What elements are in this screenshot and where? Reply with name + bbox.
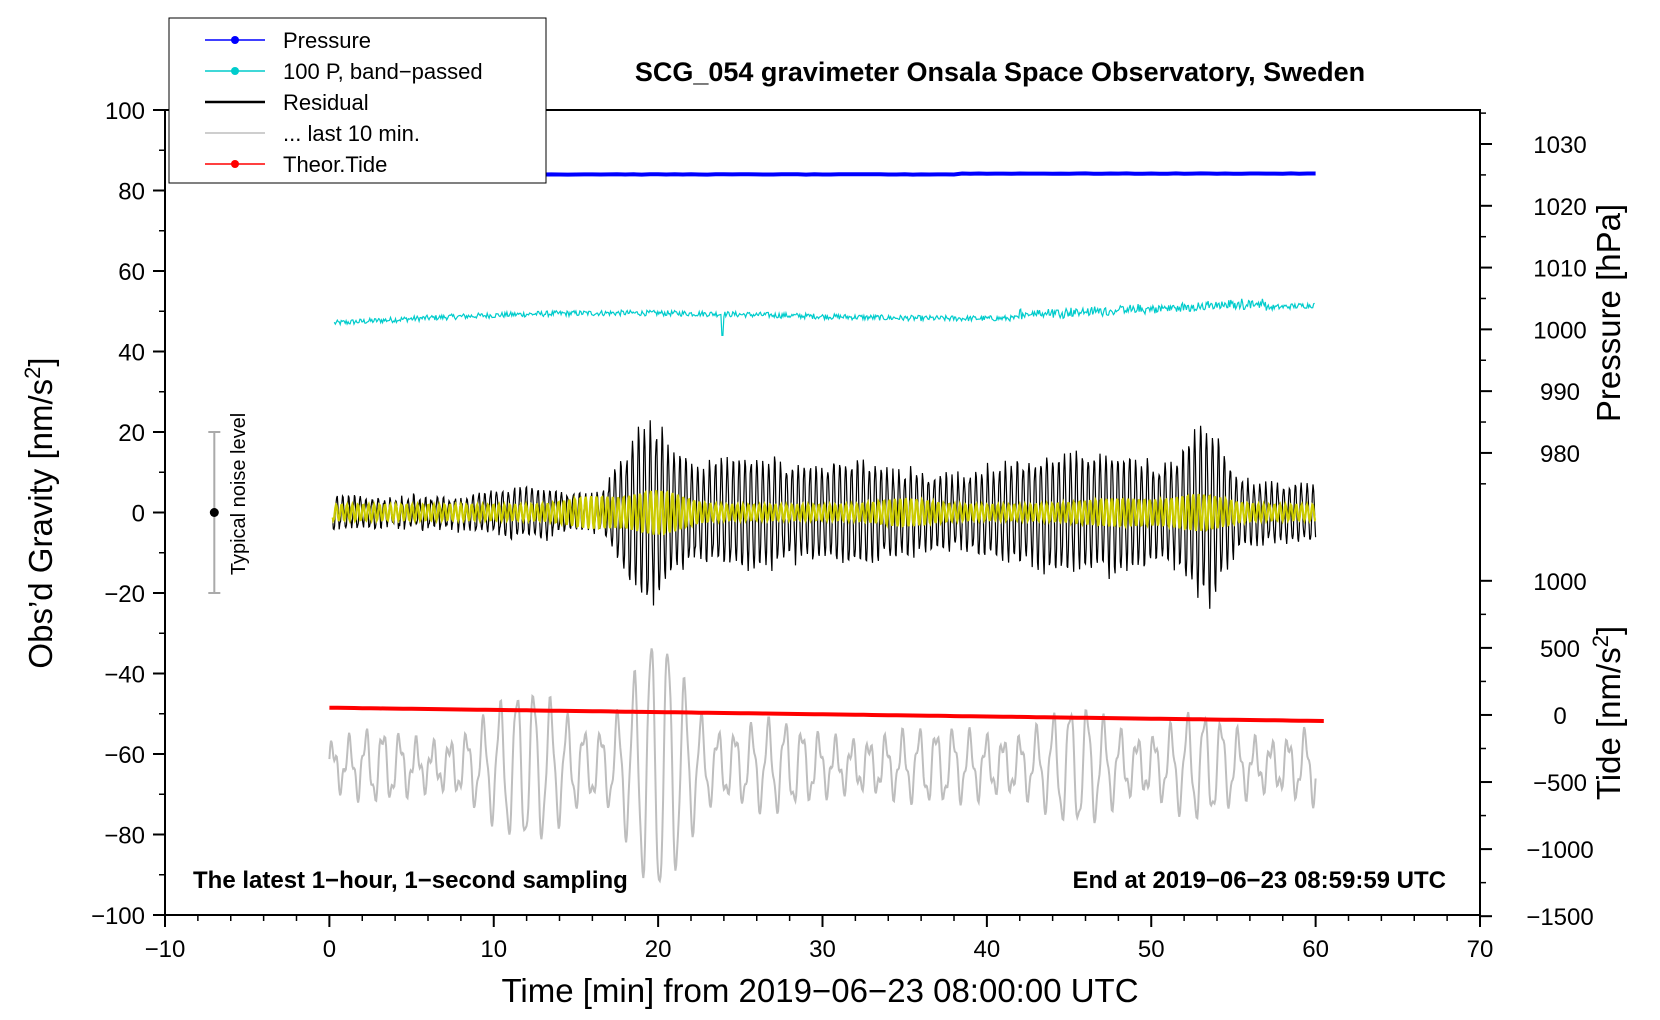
y-tick-label: −80	[104, 823, 145, 850]
legend-label: Theor.Tide	[283, 152, 387, 177]
tide-tick-label: 0	[1553, 703, 1566, 730]
x-tick-label: 20	[645, 936, 672, 963]
pressure-tick-label: 990	[1540, 379, 1580, 406]
pressure-axis-title: Pressure [hPa]	[1590, 204, 1627, 422]
legend-swatch-marker	[231, 67, 239, 75]
annotation-right: End at 2019−06−23 08:59:59 UTC	[1072, 867, 1446, 894]
x-tick-label: 30	[809, 936, 836, 963]
y-tick-label: −100	[91, 903, 145, 930]
pressure-tick-label: 980	[1540, 441, 1580, 468]
annotation-left: The latest 1−hour, 1−second sampling	[193, 867, 628, 894]
tide-tick-label: 1000	[1533, 569, 1586, 596]
legend-label: Pressure	[283, 28, 371, 53]
x-tick-label: 0	[323, 936, 336, 963]
y-tick-label: 100	[105, 98, 145, 125]
x-tick-label: 40	[974, 936, 1001, 963]
x-tick-label: 50	[1138, 936, 1165, 963]
x-tick-label: 60	[1302, 936, 1329, 963]
legend-label: 100 P, band−passed	[283, 59, 483, 84]
tide-tick-label: 500	[1540, 636, 1580, 663]
series-band-passed-pressure-line	[333, 298, 1315, 336]
noise-level-label: Typical noise level	[228, 413, 250, 575]
y-tick-label: −20	[104, 581, 145, 608]
y-tick-label: 0	[132, 501, 145, 528]
pressure-tick-label: 1010	[1533, 256, 1586, 283]
legend-swatch-marker	[231, 160, 239, 168]
y-axis-title-end: ]	[22, 357, 59, 366]
y-tick-label: −60	[104, 742, 145, 769]
tide-axis-title-end: ]	[1590, 626, 1627, 635]
legend: Pressure 100 P, band−passed Residual ... la…	[168, 17, 547, 184]
legend-swatch-marker	[231, 36, 239, 44]
tide-axis-title-text: Tide [nm/s	[1590, 647, 1627, 800]
y-tick-label: 40	[118, 340, 145, 367]
chart-title: SCG_054 gravimeter Onsala Space Observat…	[635, 57, 1365, 87]
tide-tick-label: −1000	[1526, 837, 1593, 864]
x-tick-label: 70	[1467, 936, 1494, 963]
series-theor-tide-line	[329, 705, 1324, 723]
legend-label: ... last 10 min.	[283, 121, 420, 146]
tide-axis-title-sup: 2	[1588, 635, 1613, 647]
y-tick-label: 20	[118, 420, 145, 447]
noise-bar-center-point	[209, 508, 219, 517]
y-tick-label: 60	[118, 259, 145, 286]
pressure-tick-label: 1020	[1533, 194, 1586, 221]
series-residual-envelope-line	[331, 489, 1317, 537]
axes-layer: −10 0 10 20 30 40 50 60 70100806040200−20−40−60−…	[91, 98, 1594, 963]
tide-tick-label: −500	[1533, 770, 1587, 797]
pressure-tick-label: 1000	[1533, 317, 1586, 344]
y-axis-title-sup: 2	[20, 367, 45, 379]
legend-label: Residual	[283, 90, 369, 115]
y-axis-title: Obs’d Gravity [nm/s2]	[20, 357, 59, 668]
series-last-10-min-line	[328, 648, 1317, 884]
tide-axis-title: Tide [nm/s2]	[1588, 626, 1627, 800]
noise-level-indicator	[208, 431, 221, 594]
y-tick-label: −40	[104, 662, 145, 689]
y-axis-title-text: Obs’d Gravity [nm/s	[22, 379, 59, 669]
x-axis-title: Time [min] from 2019−06−23 08:00:00 UTC	[501, 972, 1138, 1009]
x-tick-label: −10	[145, 936, 186, 963]
x-tick-label: 10	[480, 936, 507, 963]
legend-box	[168, 17, 547, 184]
y-tick-label: 80	[118, 179, 145, 206]
tide-tick-label: −1500	[1526, 904, 1593, 931]
pressure-tick-label: 1030	[1533, 132, 1586, 159]
